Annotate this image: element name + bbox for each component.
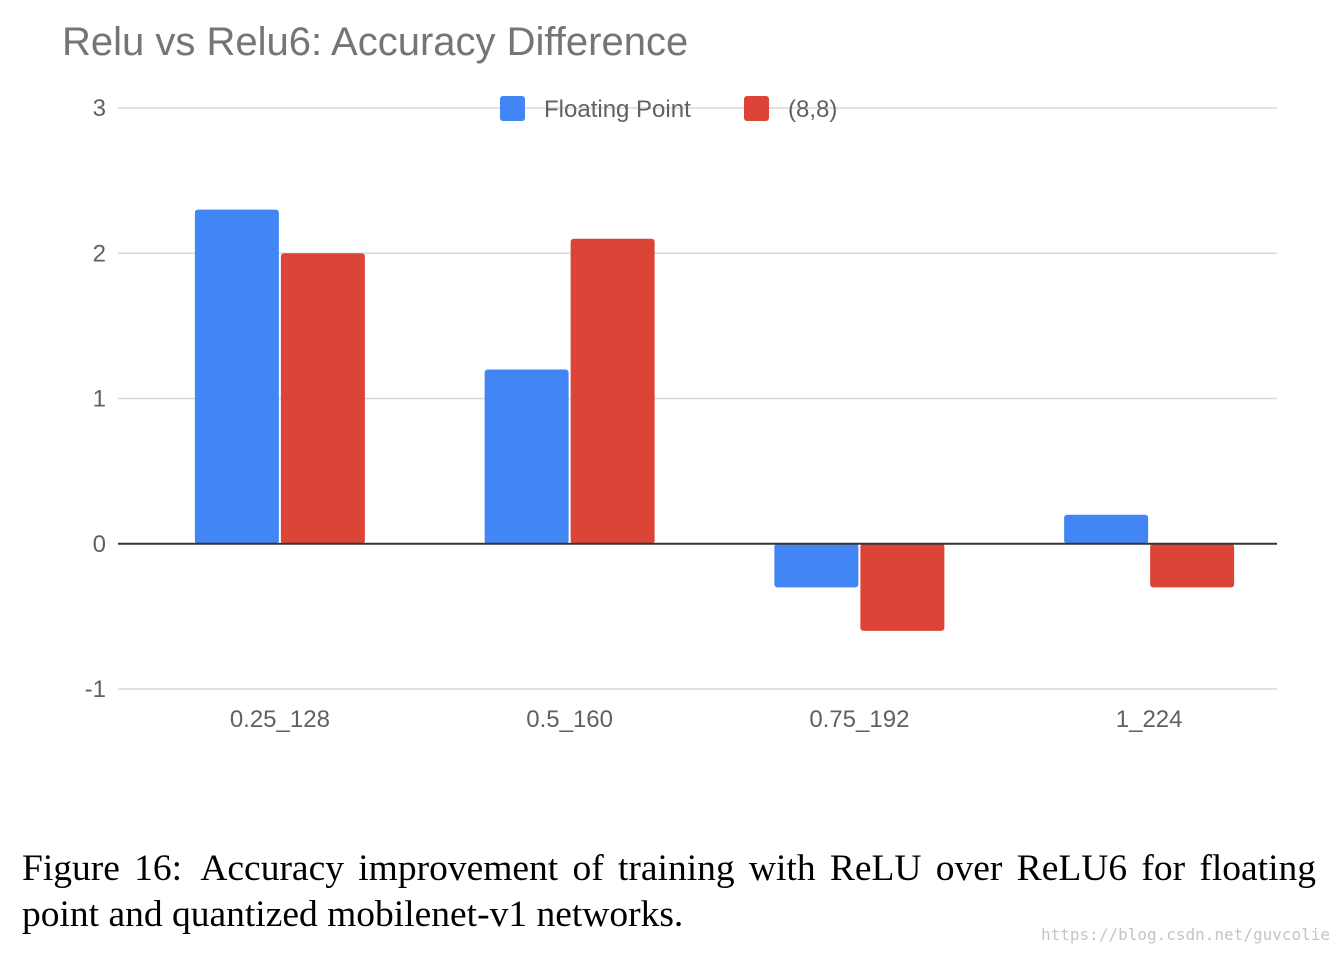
bar-floating-point-0: [194, 209, 279, 544]
bar-quantized-0: [280, 253, 365, 544]
bar-quantized-1: [570, 238, 655, 544]
x-tick-label: 1_224: [1116, 706, 1183, 733]
chart-title: Relu vs Relu6: Accuracy Difference: [62, 20, 688, 64]
bar-floating-point-1: [484, 369, 569, 544]
y-axis-tick-labels: 3 2 1 0 -1: [85, 95, 106, 703]
bar-floating-point-3: [1064, 514, 1149, 544]
figure-caption: Figure 16: Accuracy improvement of train…: [22, 846, 1316, 938]
x-axis-tick-labels: 0.25_128 0.5_160 0.75_192 1_224: [230, 706, 1183, 733]
x-tick-label: 0.75_192: [809, 706, 909, 733]
y-tick-label: 1: [93, 386, 106, 413]
y-tick-label: 0: [93, 531, 106, 558]
bars: [194, 209, 1235, 631]
legend-swatch: [744, 96, 769, 121]
chart: Relu vs Relu6: Accuracy Difference 3 2 1 0 -…: [62, 20, 1277, 733]
bar-chart-svg: Relu vs Relu6: Accuracy Difference 3 2 1 0 -…: [62, 20, 1277, 733]
legend-label: (8,8): [788, 96, 837, 123]
bar-floating-point-2: [774, 543, 859, 588]
legend-item: (8,8): [744, 96, 837, 123]
y-tick-label: 2: [93, 240, 106, 267]
bar-quantized-3: [1150, 543, 1235, 588]
y-tick-label: 3: [93, 95, 106, 122]
watermark-url: https://blog.csdn.net/guvcolie: [1041, 925, 1330, 944]
legend: Floating Point (8,8): [500, 96, 837, 123]
legend-item: Floating Point: [500, 96, 691, 123]
x-tick-label: 0.25_128: [230, 706, 330, 733]
bar-quantized-2: [860, 543, 945, 631]
legend-swatch: [500, 96, 525, 121]
legend-label: Floating Point: [544, 96, 691, 123]
x-tick-label: 0.5_160: [526, 706, 613, 733]
caption-text: Accuracy improvement of training with Re…: [22, 848, 1316, 935]
caption-label: Figure 16:: [22, 848, 183, 889]
y-tick-label: -1: [85, 676, 106, 703]
